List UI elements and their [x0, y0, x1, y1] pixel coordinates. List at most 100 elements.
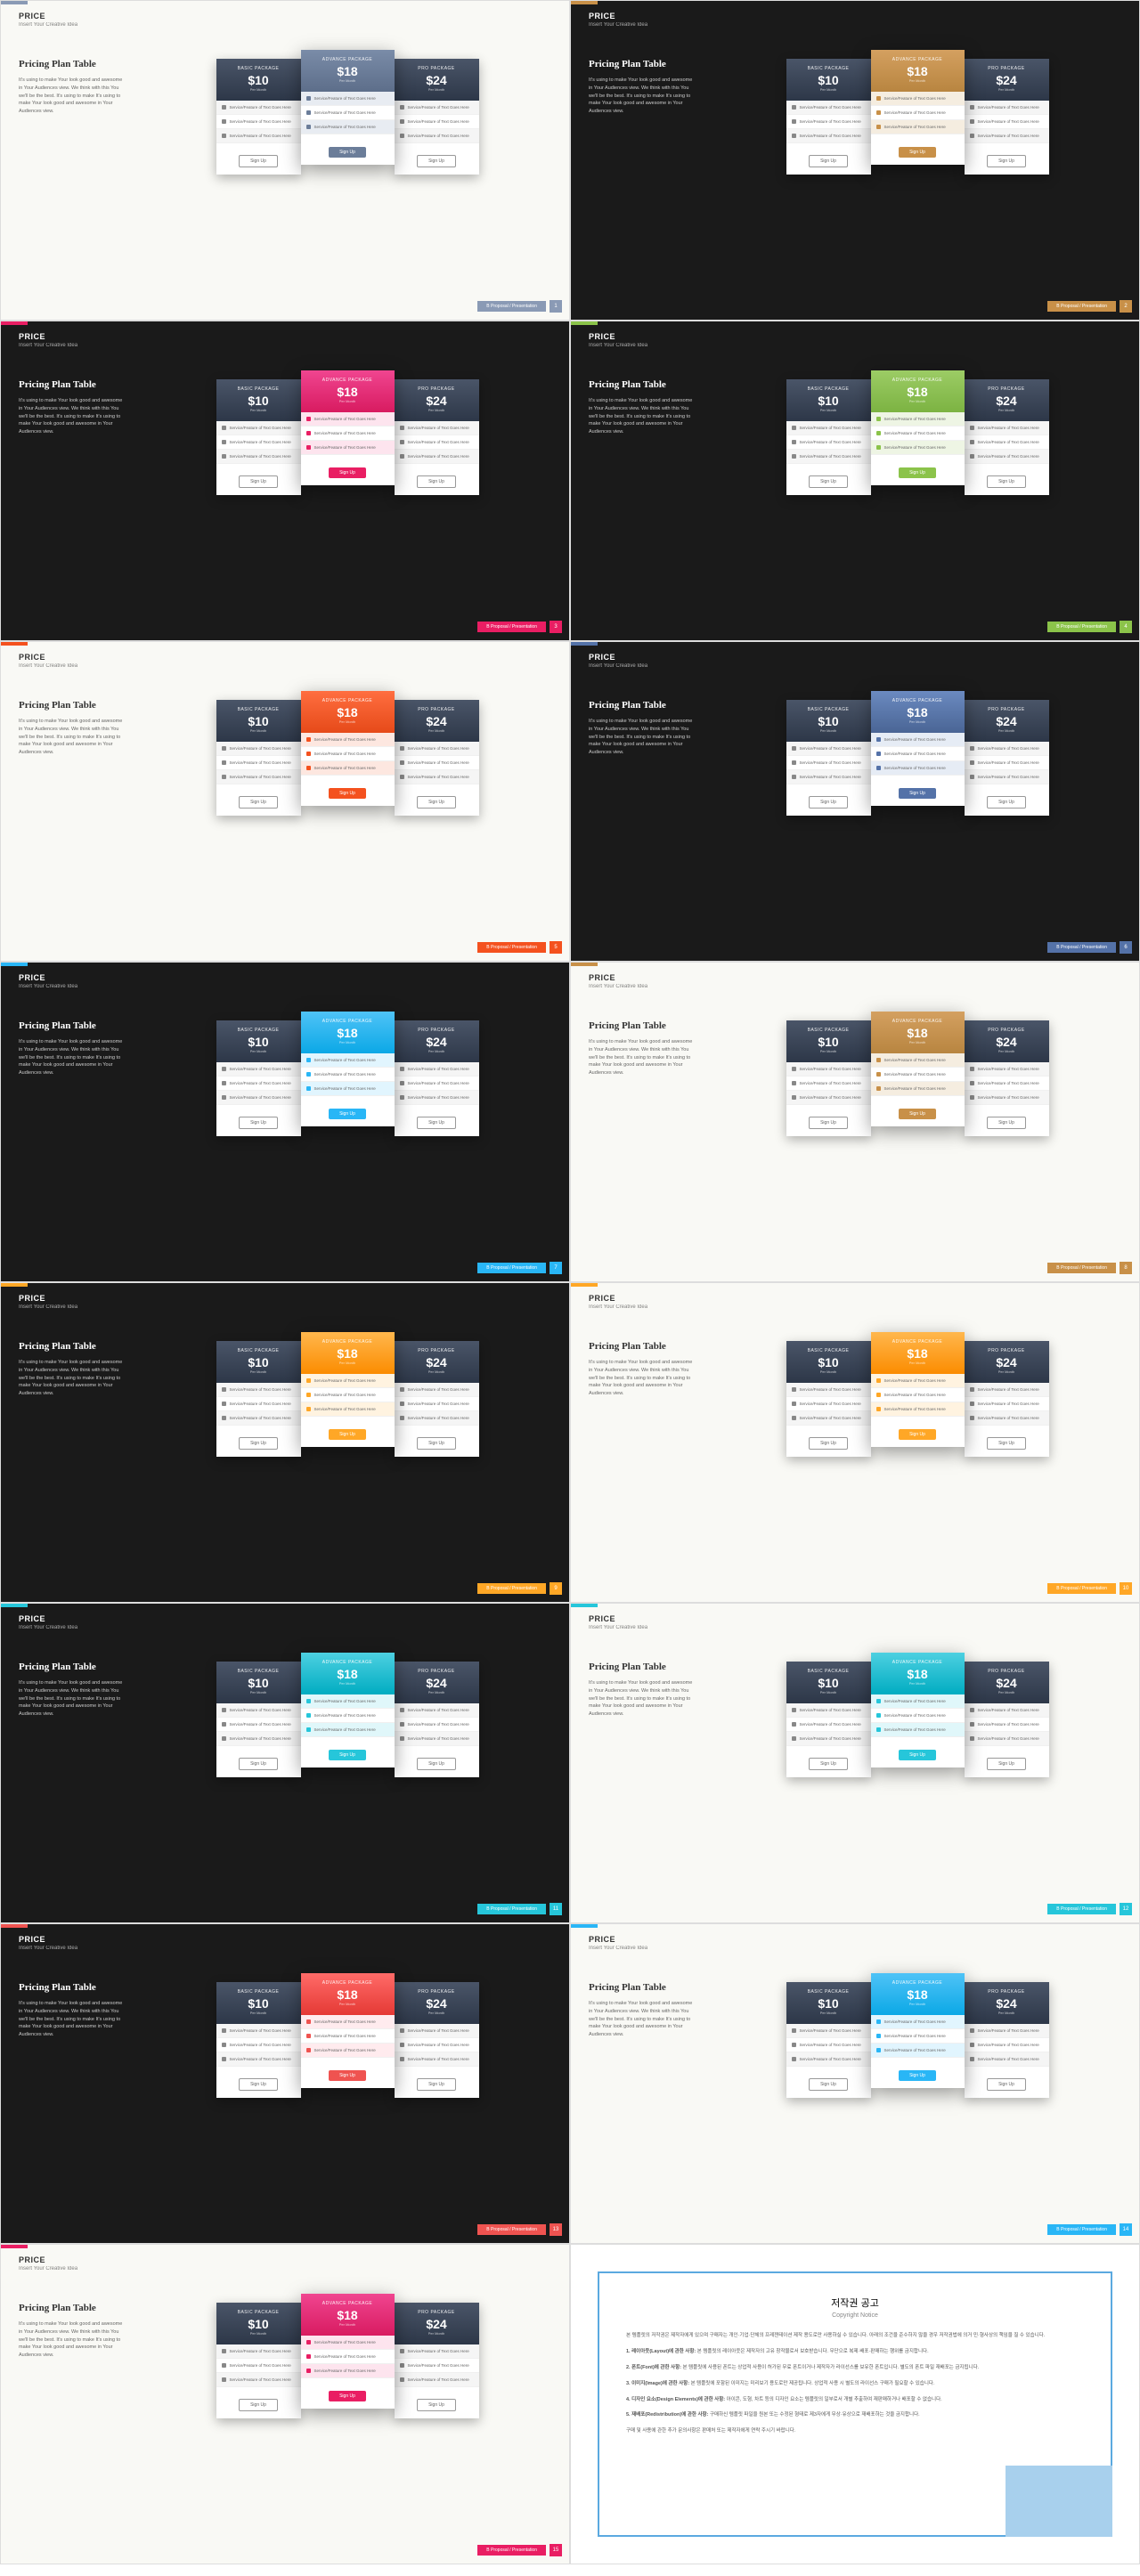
- package-period: Per Month: [301, 78, 395, 83]
- section-title: Pricing Plan Table: [589, 1982, 696, 1993]
- feature-text: Service/Feature of Text Goes Here: [408, 1387, 469, 1392]
- card-body: Service/Feature of Text Goes Here Servic…: [216, 101, 301, 143]
- package-price: $10: [786, 394, 871, 408]
- signup-button[interactable]: Sign Up: [987, 796, 1026, 809]
- header-title: PRICE: [589, 1935, 647, 1944]
- check-icon: [876, 96, 881, 101]
- signup-button[interactable]: Sign Up: [329, 467, 366, 478]
- feature-text: Service/Feature of Text Goes Here: [800, 775, 861, 779]
- slide-header: PRICE Insert Your Creative Idea: [19, 653, 77, 669]
- signup-button[interactable]: Sign Up: [239, 1758, 278, 1770]
- pricing-slide: PRICE Insert Your Creative Idea Pricing …: [0, 321, 570, 641]
- signup-button[interactable]: Sign Up: [899, 1750, 936, 1760]
- footer-tag: B Proposal / Presentation 5: [477, 941, 562, 954]
- check-icon: [306, 1058, 311, 1062]
- signup-button[interactable]: Sign Up: [417, 2399, 456, 2411]
- signup-button[interactable]: Sign Up: [987, 475, 1026, 488]
- signup-button[interactable]: Sign Up: [899, 467, 936, 478]
- signup-button[interactable]: Sign Up: [809, 475, 848, 488]
- signup-button[interactable]: Sign Up: [809, 796, 848, 809]
- feature-text: Service/Feature of Text Goes Here: [230, 760, 291, 765]
- signup-button[interactable]: Sign Up: [417, 796, 456, 809]
- feature-row: Service/Feature of Text Goes Here: [216, 1091, 301, 1105]
- signup-button[interactable]: Sign Up: [417, 1117, 456, 1129]
- signup-button[interactable]: Sign Up: [329, 147, 366, 158]
- header-subtitle: Insert Your Creative Idea: [589, 984, 647, 989]
- card-header: BASIC PACKAGE $10 Per Month: [786, 1982, 871, 2024]
- signup-button[interactable]: Sign Up: [239, 1117, 278, 1129]
- section-description: It's using to make Your look good and aw…: [589, 397, 696, 436]
- signup-button[interactable]: Sign Up: [239, 2078, 278, 2091]
- signup-button[interactable]: Sign Up: [329, 788, 366, 799]
- signup-button[interactable]: Sign Up: [899, 2070, 936, 2081]
- feature-row: Service/Feature of Text Goes Here: [786, 1383, 871, 1397]
- card-body: Service/Feature of Text Goes Here Servic…: [395, 2344, 479, 2387]
- package-label: BASIC PACKAGE: [786, 1348, 871, 1353]
- signup-button[interactable]: Sign Up: [417, 475, 456, 488]
- check-icon: [876, 1378, 881, 1383]
- card-header: ADVANCE PACKAGE $18 Per Month: [871, 1653, 965, 1694]
- pricing-slide: PRICE Insert Your Creative Idea Pricing …: [570, 641, 1140, 962]
- signup-button[interactable]: Sign Up: [987, 1117, 1026, 1129]
- card-header: ADVANCE PACKAGE $18 Per Month: [301, 1653, 395, 1694]
- signup-button[interactable]: Sign Up: [329, 1429, 366, 1440]
- slide-content: Pricing Plan Table It's using to make Yo…: [589, 700, 1121, 816]
- signup-button[interactable]: Sign Up: [329, 2070, 366, 2081]
- signup-button[interactable]: Sign Up: [899, 1429, 936, 1440]
- signup-button[interactable]: Sign Up: [239, 1437, 278, 1450]
- feature-row: Service/Feature of Text Goes Here: [395, 129, 479, 143]
- feature-text: Service/Feature of Text Goes Here: [230, 1081, 291, 1085]
- package-period: Per Month: [965, 1049, 1049, 1053]
- signup-button[interactable]: Sign Up: [987, 1437, 1026, 1450]
- pricing-card: ADVANCE PACKAGE $18 Per Month Service/Fe…: [301, 691, 395, 806]
- pricing-card: BASIC PACKAGE $10 Per Month Service/Feat…: [216, 379, 301, 495]
- pricing-card: PRO PACKAGE $24 Per Month Service/Featur…: [965, 1982, 1049, 2098]
- package-label: PRO PACKAGE: [395, 1669, 479, 1674]
- card-header: PRO PACKAGE $24 Per Month: [395, 1982, 479, 2024]
- signup-button[interactable]: Sign Up: [987, 1758, 1026, 1770]
- check-icon: [222, 1708, 226, 1712]
- signup-button[interactable]: Sign Up: [239, 475, 278, 488]
- card-header: PRO PACKAGE $24 Per Month: [965, 1341, 1049, 1383]
- card-footer: Sign Up: [786, 1426, 871, 1457]
- signup-button[interactable]: Sign Up: [809, 155, 848, 167]
- signup-button[interactable]: Sign Up: [239, 796, 278, 809]
- card-footer: Sign Up: [395, 143, 479, 175]
- package-label: BASIC PACKAGE: [216, 66, 301, 71]
- signup-button[interactable]: Sign Up: [417, 1437, 456, 1450]
- signup-button[interactable]: Sign Up: [239, 155, 278, 167]
- feature-row: Service/Feature of Text Goes Here: [786, 1411, 871, 1426]
- check-icon: [222, 1095, 226, 1100]
- signup-button[interactable]: Sign Up: [417, 155, 456, 167]
- signup-button[interactable]: Sign Up: [417, 1758, 456, 1770]
- signup-button[interactable]: Sign Up: [329, 2391, 366, 2401]
- signup-button[interactable]: Sign Up: [987, 155, 1026, 167]
- signup-button[interactable]: Sign Up: [987, 2078, 1026, 2091]
- card-header: ADVANCE PACKAGE $18 Per Month: [301, 1973, 395, 2015]
- pricing-slide: PRICE Insert Your Creative Idea Pricing …: [0, 641, 570, 962]
- pricing-card: BASIC PACKAGE $10 Per Month Service/Feat…: [786, 1020, 871, 1136]
- card-body: Service/Feature of Text Goes Here Servic…: [965, 2024, 1049, 2067]
- signup-button[interactable]: Sign Up: [899, 147, 936, 158]
- signup-button[interactable]: Sign Up: [809, 1758, 848, 1770]
- signup-button[interactable]: Sign Up: [899, 788, 936, 799]
- signup-button[interactable]: Sign Up: [329, 1750, 366, 1760]
- check-icon: [400, 454, 404, 459]
- check-icon: [222, 775, 226, 779]
- signup-button[interactable]: Sign Up: [329, 1109, 366, 1119]
- signup-button[interactable]: Sign Up: [239, 2399, 278, 2411]
- check-icon: [306, 2354, 311, 2359]
- signup-button[interactable]: Sign Up: [899, 1109, 936, 1119]
- signup-button[interactable]: Sign Up: [809, 1117, 848, 1129]
- feature-text: Service/Feature of Text Goes Here: [408, 105, 469, 110]
- feature-row: Service/Feature of Text Goes Here: [965, 1732, 1049, 1746]
- signup-button[interactable]: Sign Up: [809, 1437, 848, 1450]
- section-description: It's using to make Your look good and aw…: [19, 397, 126, 436]
- tag-text: B Proposal / Presentation: [1047, 942, 1116, 953]
- footer-tag: B Proposal / Presentation 13: [477, 2223, 562, 2236]
- signup-button[interactable]: Sign Up: [809, 2078, 848, 2091]
- feature-row: Service/Feature of Text Goes Here: [786, 756, 871, 770]
- package-period: Per Month: [301, 399, 395, 403]
- signup-button[interactable]: Sign Up: [417, 2078, 456, 2091]
- check-icon: [792, 746, 796, 751]
